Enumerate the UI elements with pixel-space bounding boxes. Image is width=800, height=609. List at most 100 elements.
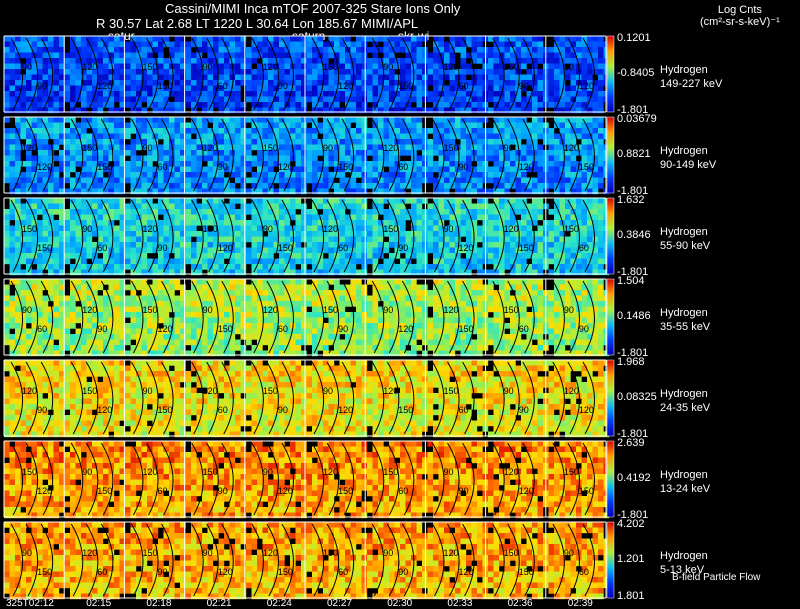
heat-cell: [174, 91, 181, 97]
heat-cell: [504, 242, 511, 248]
heat-cell: [196, 85, 203, 92]
heat-cell: [92, 139, 98, 145]
heat-cell: [207, 69, 214, 75]
heat-cell: [257, 231, 263, 237]
heat-cell: [92, 301, 98, 307]
heat-cell: [147, 155, 153, 162]
heat-cell: [180, 236, 186, 243]
heat-cell: [433, 183, 439, 189]
heat-cell: [103, 177, 109, 184]
heat-cell: [471, 96, 478, 103]
heat-cell: [37, 80, 43, 86]
heat-cell: [570, 188, 577, 195]
heat-cell: [532, 295, 538, 302]
heat-cell: [515, 102, 522, 108]
heat-cell: [147, 96, 153, 103]
heat-cell: [174, 96, 181, 103]
contour-line: [341, 199, 355, 273]
heat-cell: [213, 128, 219, 134]
heat-cell: [81, 102, 87, 108]
heat-cell: [130, 155, 137, 162]
heat-cell: [559, 231, 566, 237]
heat-cell: [70, 41, 76, 48]
heat-cell: [532, 80, 538, 86]
heat-cell: [31, 258, 38, 265]
heat-cell: [400, 183, 406, 189]
heat-cell: [70, 96, 76, 103]
heat-cell: [191, 69, 197, 75]
heat-cell: [356, 161, 362, 167]
heat-cell: [477, 150, 483, 156]
heat-cell: [295, 242, 302, 248]
heat-cell: [521, 96, 527, 103]
contour-line: [567, 118, 580, 192]
heat-cell: [383, 242, 390, 248]
heat-cell: [372, 242, 379, 248]
heat-cell: [411, 128, 417, 134]
heat-cell: [317, 102, 324, 108]
heat-cell: [97, 209, 104, 215]
heat-cell: [339, 295, 346, 302]
heat-cell: [592, 96, 599, 103]
heat-cell: [273, 258, 280, 265]
heat-cell: [158, 47, 164, 53]
heat-cell: [510, 96, 516, 103]
heat-cell: [191, 269, 197, 276]
heat-cell: [515, 253, 522, 259]
heat-cell: [26, 209, 32, 215]
heat-cell: [158, 231, 164, 237]
heat-cell: [70, 144, 76, 151]
heat-cell: [312, 161, 318, 167]
heat-cell: [75, 58, 82, 64]
heat-cell: [246, 128, 252, 134]
heat-cell: [361, 150, 368, 156]
heat-cell: [548, 133, 555, 140]
heat-cell: [581, 258, 588, 265]
heat-cell: [130, 139, 137, 145]
heat-cell: [554, 52, 560, 59]
heat-cell: [488, 203, 494, 210]
heat-cell: [405, 295, 412, 302]
heat-cell: [92, 284, 98, 291]
heat-cell: [136, 69, 142, 75]
heat-cell: [405, 117, 412, 123]
heat-cell: [444, 264, 450, 270]
heat-cell: [92, 258, 98, 265]
heat-cell: [119, 58, 126, 64]
heat-cell: [37, 128, 43, 134]
heat-cell: [108, 264, 115, 270]
heat-cell: [301, 231, 307, 237]
heat-cell: [559, 188, 566, 195]
heat-cell: [169, 74, 175, 81]
heat-cell: [328, 155, 335, 162]
heat-cell: [15, 236, 21, 243]
heat-cell: [570, 91, 577, 97]
heat-cell: [31, 144, 38, 151]
heat-cell: [180, 290, 186, 296]
heat-cell: [466, 295, 472, 302]
heat-cell: [466, 91, 472, 97]
heat-cell: [532, 91, 538, 97]
heat-cell: [59, 36, 65, 42]
heat-cell: [103, 188, 109, 195]
heat-cell: [224, 269, 230, 276]
contour-label: 120: [383, 143, 398, 153]
heat-cell: [207, 155, 214, 162]
heat-cell: [119, 203, 126, 210]
heat-cell: [510, 253, 516, 259]
heat-cell: [466, 188, 472, 195]
heat-cell: [202, 133, 208, 140]
heat-cell: [196, 290, 203, 296]
heat-cell: [26, 122, 32, 129]
heat-cell: [48, 253, 54, 259]
heat-cell: [460, 122, 467, 129]
heat-cell: [218, 225, 225, 232]
heat-cell: [26, 52, 32, 59]
heat-cell: [312, 198, 318, 204]
heat-cell: [345, 80, 351, 86]
heat-cell: [471, 47, 478, 53]
heat-cell: [229, 253, 236, 259]
heat-cell: [191, 52, 197, 59]
heat-cell: [97, 128, 104, 134]
heat-cell: [114, 117, 120, 123]
